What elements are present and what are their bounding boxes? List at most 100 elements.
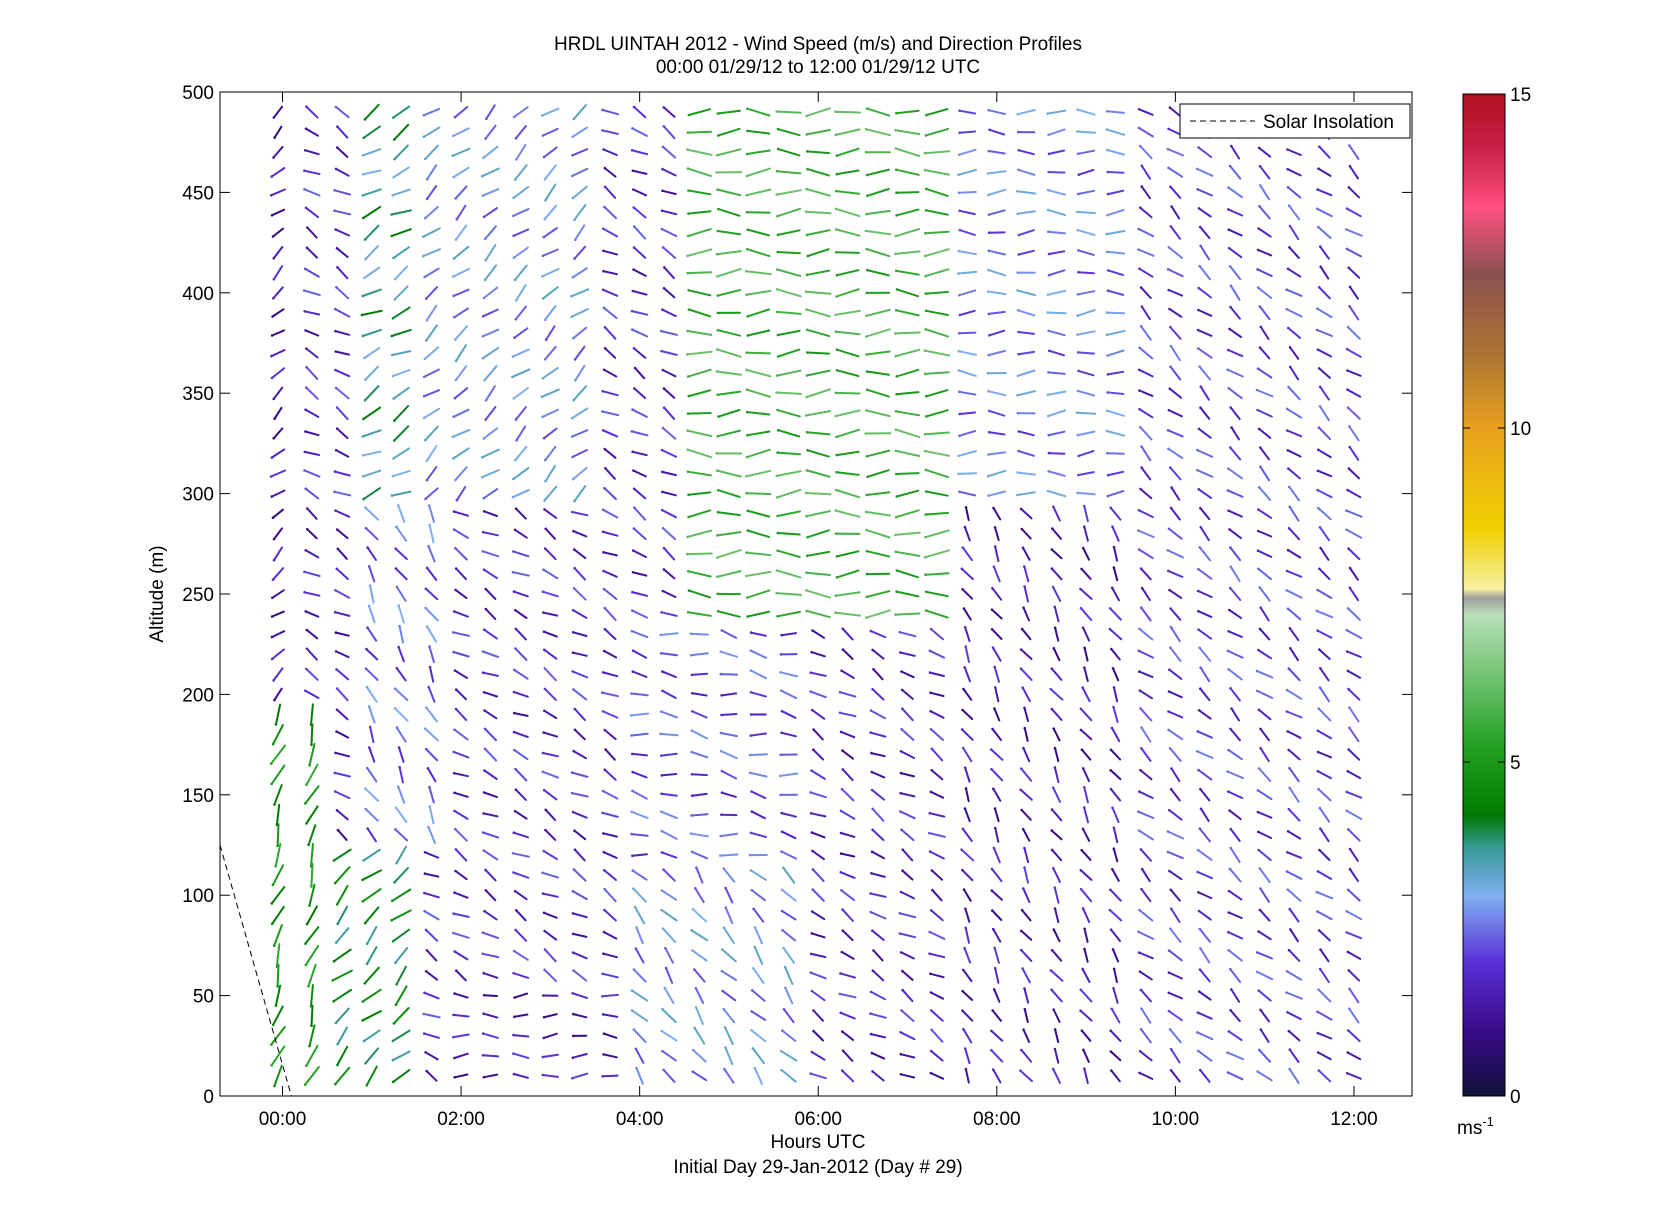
wind-barb-head [602,306,606,310]
wind-barb-head [775,193,778,196]
wind-barb [364,224,380,241]
wind-barb [393,123,410,141]
wind-barb-head [1109,506,1112,510]
wind-barb [1140,185,1151,200]
wind-barb-head [514,608,517,612]
wind-barb-head [484,398,488,402]
wind-barb-head [1167,971,1171,974]
wind-barb [273,406,283,420]
wind-barb-head [335,708,339,711]
wind-barb [1016,390,1036,397]
wind-barb [1077,189,1096,195]
wind-barb [1023,727,1029,742]
wind-barb-head [543,358,547,361]
wind-barb [987,310,1006,315]
wind-barb-head [1348,867,1352,871]
wind-barb [393,405,410,422]
wind-barb-head [1229,446,1232,449]
wind-barb [1168,106,1182,118]
wind-barb [541,408,560,418]
wind-barb-head [841,1030,844,1033]
wind-barb-head [1020,767,1023,770]
wind-barb-head [1137,649,1141,653]
wind-barb [1196,167,1214,177]
wind-barb [304,408,320,418]
wind-barb [1199,687,1211,702]
wind-barb-head [1077,249,1080,252]
wind-barb [660,851,678,859]
wind-barb-head [1256,951,1259,954]
wind-barb [1318,929,1331,942]
wind-barb-head [1198,264,1201,268]
wind-barb [392,386,410,400]
wind-barb [365,648,379,661]
wind-barb-head [1348,164,1352,168]
wind-barb [1256,789,1273,801]
wind-barb [630,712,650,717]
wind-barb-head [691,1070,695,1073]
wind-barb [865,328,891,338]
wind-barb-head [720,969,724,973]
wind-barb-head [363,356,366,360]
wind-barb [336,547,348,560]
wind-barb [1139,970,1153,981]
wind-barb [1168,668,1183,680]
wind-barb [336,708,349,721]
wind-barb-head [690,773,694,776]
wind-barb [899,651,916,657]
wind-barb-head [603,768,606,771]
wind-barb-head [332,859,336,862]
wind-barb [310,984,314,1008]
wind-barb [690,929,709,942]
wind-barb-head [746,247,749,251]
wind-barb-head [1346,950,1350,954]
wind-barb-head [1197,628,1200,631]
wind-barb-head [333,610,337,614]
wind-barb-head [334,1021,338,1025]
wind-barb [1022,828,1031,842]
wind-barb [834,330,861,336]
wind-barb [306,647,318,661]
wind-barb-head [1019,788,1022,792]
wind-barb [1318,807,1331,823]
wind-barb-head [993,545,997,548]
wind-barb [925,389,949,398]
wind-barb-head [810,1050,814,1054]
wind-barb-head [1259,446,1262,449]
wind-barb [484,608,497,621]
wind-barb [870,709,887,720]
wind-barb-head [1168,387,1172,391]
wind-barb [482,671,499,677]
wind-barb-head [1345,207,1349,210]
wind-barb [601,410,620,417]
wind-barb [1077,149,1096,155]
wind-barb [924,248,950,257]
wind-barb [776,569,802,579]
wind-barb-head [512,690,516,694]
wind-barb [805,188,831,197]
wind-barb-head [715,252,719,256]
wind-barb-head [511,375,514,379]
wind-barb [776,451,802,456]
wind-barb [392,1069,411,1083]
wind-barb [514,264,528,281]
wind-barb [426,304,438,322]
wind-barb-head [1288,505,1291,509]
wind-barb [1139,145,1153,160]
wind-barb [865,409,891,418]
wind-barb-head [395,983,398,986]
wind-barb-head [690,710,694,713]
wind-barb [1317,426,1332,441]
wind-barb-head [958,228,962,232]
wind-barb-head [660,792,663,796]
wind-barb [1229,546,1242,562]
wind-barb-head [1138,790,1141,793]
wind-barb-head [835,470,838,474]
wind-barb [333,948,352,963]
wind-barb-head [269,475,273,478]
wind-barb-head [573,566,576,570]
wind-barb [841,749,854,760]
wind-barb [306,226,318,239]
wind-barb [393,425,410,442]
wind-barb-head [895,472,898,476]
